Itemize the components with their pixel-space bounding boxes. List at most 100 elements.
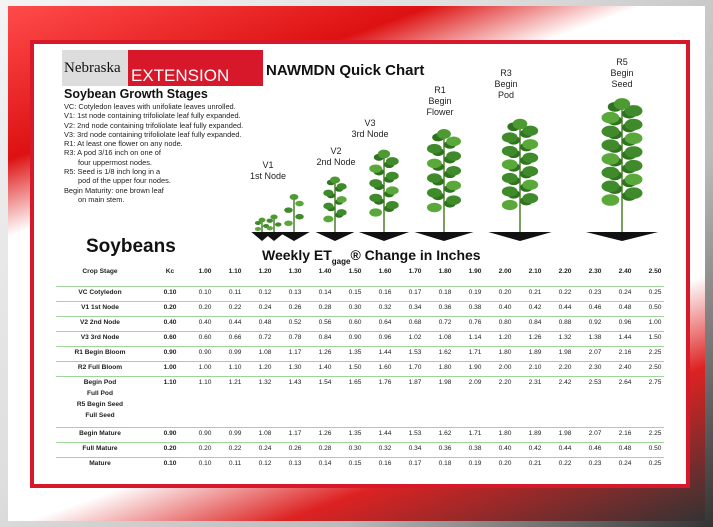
leaf bbox=[522, 180, 538, 190]
value-cell: 0.68 bbox=[401, 319, 429, 326]
soil bbox=[359, 232, 409, 241]
table-header: 1.00 bbox=[191, 268, 219, 275]
value-cell: 1.08 bbox=[251, 349, 279, 356]
crop-name: Soybeans bbox=[86, 236, 176, 258]
stage-note: V1: 1st node containing trifoliolate lea… bbox=[64, 111, 243, 120]
leaf bbox=[502, 186, 518, 196]
plant-label-line: V1 bbox=[250, 160, 286, 171]
value-cell: 2.20 bbox=[491, 379, 519, 386]
value-cell: 0.18 bbox=[431, 460, 459, 467]
value-cell: 0.90 bbox=[191, 349, 219, 356]
table-header: 1.20 bbox=[251, 268, 279, 275]
leaf bbox=[267, 219, 274, 223]
stage-cell: VC Cotyledon bbox=[55, 289, 145, 296]
value-cell: 0.36 bbox=[431, 304, 459, 311]
value-cell: 1.89 bbox=[521, 430, 549, 437]
leaf bbox=[337, 209, 347, 216]
value-cell: 2.16 bbox=[611, 349, 639, 356]
row-separator bbox=[56, 457, 664, 458]
leaf bbox=[602, 153, 620, 165]
value-cell: 2.42 bbox=[551, 379, 579, 386]
value-cell: 0.34 bbox=[401, 445, 429, 452]
value-cell: 1.98 bbox=[431, 379, 459, 386]
value-cell: 0.46 bbox=[581, 304, 609, 311]
value-cell: 0.84 bbox=[311, 334, 339, 341]
value-cell: 0.28 bbox=[311, 445, 339, 452]
stage-cell: V1 1st Node bbox=[55, 304, 145, 311]
plant-label-line: V2 bbox=[316, 146, 355, 157]
stages-heading: Soybean Growth Stages bbox=[64, 87, 208, 101]
value-cell: 0.90 bbox=[191, 430, 219, 437]
table-title-prefix: Weekly ET bbox=[262, 247, 332, 263]
leaf bbox=[446, 181, 461, 191]
value-cell: 0.40 bbox=[491, 304, 519, 311]
kc-cell: 0.90 bbox=[156, 430, 184, 437]
value-cell: 1.89 bbox=[521, 349, 549, 356]
leaf bbox=[602, 181, 620, 193]
leaf bbox=[337, 183, 347, 190]
table-title-suffix: ® Change in Inches bbox=[350, 247, 480, 263]
value-cell: 0.96 bbox=[611, 319, 639, 326]
value-cell: 1.10 bbox=[221, 364, 249, 371]
leaf bbox=[427, 144, 442, 154]
value-cell: 1.90 bbox=[461, 364, 489, 371]
leaf bbox=[330, 176, 340, 183]
value-cell: 0.38 bbox=[461, 445, 489, 452]
stage-note: four uppermost nodes. bbox=[64, 158, 243, 167]
leaf bbox=[427, 188, 442, 198]
value-cell: 1.20 bbox=[491, 334, 519, 341]
value-cell: 0.42 bbox=[521, 445, 549, 452]
leaf bbox=[386, 172, 399, 180]
value-cell: 0.32 bbox=[371, 445, 399, 452]
value-cell: 1.62 bbox=[431, 430, 459, 437]
value-cell: 1.71 bbox=[461, 430, 489, 437]
table-header: 1.60 bbox=[371, 268, 399, 275]
value-cell: 1.17 bbox=[281, 349, 309, 356]
value-cell: 1.14 bbox=[461, 334, 489, 341]
stage-note: V2: 2nd node containing trifoliolate lea… bbox=[64, 121, 243, 130]
soil bbox=[316, 232, 355, 241]
leaf bbox=[522, 193, 538, 203]
plant-label: R1BeginFlower bbox=[426, 85, 453, 118]
value-cell: 2.09 bbox=[461, 379, 489, 386]
value-cell: 0.15 bbox=[341, 460, 369, 467]
leaf bbox=[602, 126, 620, 138]
leaf bbox=[255, 227, 261, 231]
stage-note: Begin Maturity: one brown leaf bbox=[64, 186, 243, 195]
value-cell: 1.44 bbox=[611, 334, 639, 341]
stage-cell: Full Pod bbox=[55, 390, 145, 397]
value-cell: 1.98 bbox=[551, 349, 579, 356]
stage-cell: Begin Pod bbox=[55, 379, 145, 386]
leaf bbox=[259, 218, 266, 223]
value-cell: 0.17 bbox=[401, 460, 429, 467]
value-cell: 1.54 bbox=[311, 379, 339, 386]
leaf bbox=[427, 159, 442, 169]
leaf bbox=[446, 151, 461, 161]
value-cell: 0.22 bbox=[221, 304, 249, 311]
kc-cell: 0.10 bbox=[156, 289, 184, 296]
value-cell: 0.18 bbox=[431, 289, 459, 296]
value-cell: 2.30 bbox=[581, 364, 609, 371]
table-header: 1.50 bbox=[341, 268, 369, 275]
value-cell: 0.60 bbox=[341, 319, 369, 326]
leaf bbox=[378, 150, 390, 159]
value-cell: 0.76 bbox=[461, 319, 489, 326]
value-cell: 1.32 bbox=[551, 334, 579, 341]
row-separator bbox=[56, 346, 664, 347]
stage-note: VC: Cotyledon leaves with unifoliate lea… bbox=[64, 102, 243, 111]
table-header: 2.20 bbox=[551, 268, 579, 275]
logo-top: Nebraska bbox=[64, 60, 121, 77]
leaf bbox=[295, 214, 304, 220]
row-separator bbox=[56, 442, 664, 443]
value-cell: 0.30 bbox=[341, 445, 369, 452]
leaf bbox=[295, 201, 304, 207]
table-header: 1.40 bbox=[311, 268, 339, 275]
plant-label: V33rd Node bbox=[351, 118, 388, 140]
value-cell: 0.25 bbox=[641, 460, 669, 467]
stage-cell: R5 Begin Seed bbox=[55, 401, 145, 408]
leaf bbox=[446, 137, 461, 147]
value-cell: 0.16 bbox=[371, 460, 399, 467]
value-cell: 0.23 bbox=[581, 289, 609, 296]
plant-label-line: R3 bbox=[494, 68, 517, 79]
leaf bbox=[267, 226, 274, 230]
